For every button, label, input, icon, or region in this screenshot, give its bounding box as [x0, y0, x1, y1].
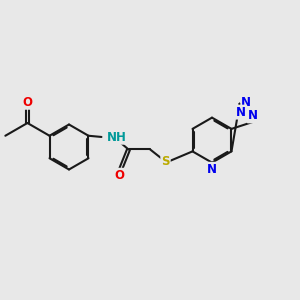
Text: S: S: [161, 155, 170, 168]
Text: N: N: [207, 163, 217, 176]
Text: NH: NH: [107, 131, 127, 144]
Text: N: N: [241, 96, 251, 109]
Text: O: O: [114, 169, 124, 182]
Text: N: N: [248, 110, 258, 122]
Text: N: N: [236, 106, 246, 118]
Text: O: O: [22, 96, 32, 109]
